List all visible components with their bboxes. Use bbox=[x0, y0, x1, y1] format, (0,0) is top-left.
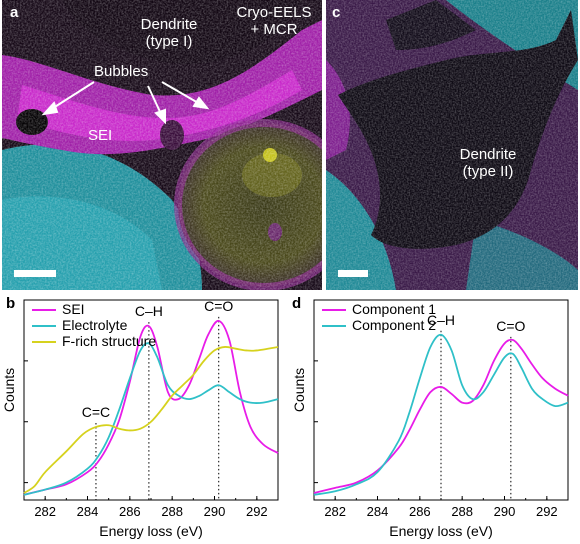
panel-a-letter: a bbox=[10, 4, 19, 21]
y-axis-label: Counts bbox=[1, 368, 17, 412]
y-axis-label: Counts bbox=[291, 368, 307, 412]
panel-b-spectrum-chart: 282 284 286 288 290 292 Energy loss (eV) Counts… bbox=[1, 298, 279, 539]
x-tick-label: 290 bbox=[494, 504, 516, 519]
panel-c-eels-map: c Dendrite (type II) bbox=[326, 0, 578, 290]
dendrite-type-i-line2: (type I) bbox=[145, 33, 193, 50]
annotation-label: C–H bbox=[135, 303, 163, 319]
x-axis-label: Energy loss (eV) bbox=[389, 523, 492, 539]
panel-c-map-image bbox=[326, 0, 578, 290]
annotation-label: C=C bbox=[82, 404, 110, 420]
x-axis-label: Energy loss (eV) bbox=[99, 523, 202, 539]
annotation-label: C=O bbox=[204, 298, 233, 314]
x-tick-label: 292 bbox=[536, 504, 558, 519]
x-tick-label: 282 bbox=[324, 504, 346, 519]
legend-label: Electrolyte bbox=[62, 317, 128, 333]
method-label: Cryo-EELS + MCR bbox=[230, 4, 318, 38]
annotation-label: C=O bbox=[496, 318, 525, 334]
x-tick-label: 286 bbox=[119, 504, 141, 519]
series-line-f-rich-structure bbox=[23, 346, 279, 494]
panel-c-scale-bar bbox=[338, 270, 368, 277]
panel-b-letter: b bbox=[6, 295, 16, 312]
panel-a-map-image bbox=[2, 0, 322, 290]
dendrite-type-ii-line2: (type II) bbox=[462, 163, 514, 180]
panel-d-spectrum-chart: 282 284 286 288 290 292 Energy loss (eV) Counts… bbox=[291, 299, 569, 539]
sei-label: SEI bbox=[88, 127, 113, 144]
panel-a-scale-bar bbox=[14, 270, 56, 277]
dendrite-type-i-label: Dendrite (type I) bbox=[124, 16, 214, 50]
bubbles-label: Bubbles bbox=[94, 63, 149, 80]
x-tick-label: 284 bbox=[367, 504, 389, 519]
method-label-line2: + MCR bbox=[250, 21, 298, 38]
legend-label: F-rich structure bbox=[62, 333, 156, 349]
legend-label: Component 1 bbox=[352, 301, 436, 317]
legend-label: Component 2 bbox=[352, 317, 436, 333]
x-tick-label: 292 bbox=[246, 504, 268, 519]
x-tick-label: 288 bbox=[161, 504, 183, 519]
method-label-line1: Cryo-EELS bbox=[236, 4, 312, 21]
x-tick-label: 282 bbox=[34, 504, 56, 519]
annotation-label: C–H bbox=[427, 312, 455, 328]
bubble-arrows bbox=[41, 81, 210, 125]
panel-d-letter: d bbox=[292, 295, 302, 312]
panel-a-eels-map: a Dendrite (type I) Cryo-EELS + MCR Bubb… bbox=[2, 0, 322, 290]
panel-c-letter: c bbox=[332, 4, 341, 21]
dendrite-type-ii-label: Dendrite (type II) bbox=[446, 146, 530, 180]
legend-label: SEI bbox=[62, 301, 85, 317]
x-tick-label: 286 bbox=[409, 504, 431, 519]
series-line-electrolyte bbox=[23, 342, 279, 496]
dendrite-type-i-line1: Dendrite bbox=[140, 16, 198, 33]
dendrite-type-ii-line1: Dendrite bbox=[459, 146, 517, 163]
series-line-component-1 bbox=[313, 338, 569, 494]
x-tick-label: 288 bbox=[451, 504, 473, 519]
x-tick-label: 290 bbox=[204, 504, 226, 519]
series-line-component-2 bbox=[313, 333, 569, 496]
x-tick-label: 284 bbox=[77, 504, 99, 519]
